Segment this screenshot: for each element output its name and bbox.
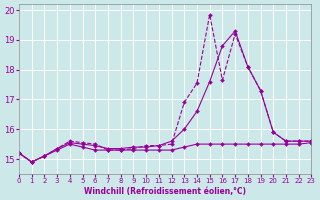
X-axis label: Windchill (Refroidissement éolien,°C): Windchill (Refroidissement éolien,°C) <box>84 187 246 196</box>
